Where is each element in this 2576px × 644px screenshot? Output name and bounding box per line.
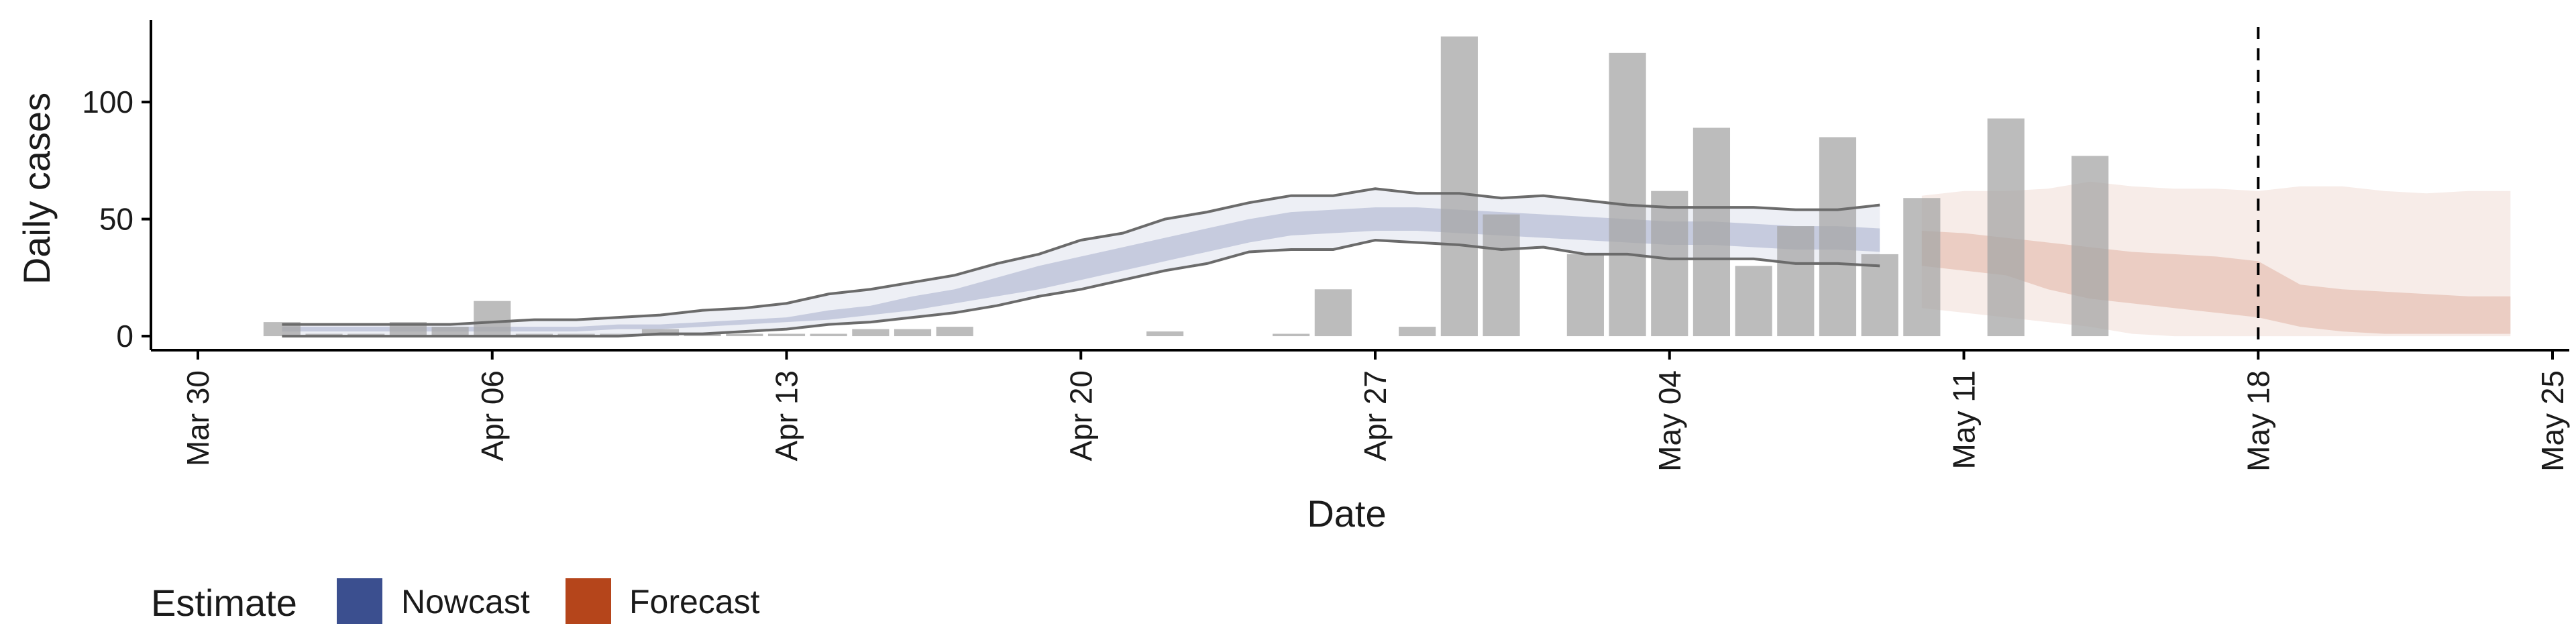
forecast-inner-band: [1921, 231, 2511, 334]
legend-title: Estimate: [151, 582, 297, 624]
case-bar: [1146, 331, 1184, 337]
case-bar: [894, 329, 932, 337]
x-tick-label: May 18: [2241, 370, 2275, 472]
case-bar: [1273, 333, 1310, 337]
nowcast-lower-line: [282, 238, 1880, 338]
case-bar: [810, 333, 847, 337]
case-bar: [767, 333, 806, 337]
nowcast-inner-band: [282, 207, 1880, 332]
axes: [150, 20, 2569, 352]
x-tick-label: Apr 13: [769, 370, 804, 462]
case-bar: [1483, 214, 1520, 337]
case-bar: [1987, 118, 2025, 337]
case-bar: [1693, 127, 1731, 337]
x-tick-label: Apr 20: [1063, 370, 1098, 462]
y-tick-label: 100: [82, 85, 133, 119]
case-bar: [1314, 289, 1352, 337]
case-bar: [1651, 191, 1688, 337]
x-tick-label: May 11: [1947, 370, 1982, 469]
y-tick-label: 50: [99, 202, 133, 237]
case-bar: [2071, 156, 2109, 337]
legend-swatch-nowcast: [337, 578, 382, 624]
case-bar: [936, 327, 973, 337]
nowcast-outer-band: [282, 189, 1880, 337]
x-axis-ticks: Mar 30 Apr 06 Apr 13 Apr 20 Apr 27 May 04 May …: [180, 350, 2570, 472]
x-axis-title: Date: [1307, 492, 1386, 535]
x-tick-label: Mar 30: [180, 370, 215, 466]
case-bar: [474, 301, 511, 337]
case-bar: [1735, 266, 1772, 337]
case-bar: [1566, 254, 1604, 337]
y-axis-title: Daily cases: [15, 93, 58, 284]
case-bar: [726, 333, 763, 337]
x-tick-label: Apr 27: [1358, 370, 1393, 462]
legend-label-nowcast: Nowcast: [401, 583, 530, 621]
y-axis-ticks: 0 50 100: [82, 85, 151, 354]
x-tick-label: May 25: [2535, 370, 2570, 472]
case-bar: [1609, 52, 1646, 337]
case-bar: [1903, 198, 1941, 337]
case-bar: [1861, 254, 1898, 337]
case-bar: [852, 329, 890, 337]
nowcast-upper-line: [282, 187, 1880, 326]
forecast-outer-band: [1921, 181, 2511, 337]
case-bar: [1777, 226, 1815, 337]
uncertainty-bands: [282, 181, 2511, 337]
x-tick-label: May 04: [1652, 370, 1687, 472]
legend-label-forecast: Forecast: [629, 583, 760, 621]
y-tick-label: 0: [116, 319, 133, 354]
case-bar: [1440, 36, 1478, 337]
legend-swatch-forecast: [566, 578, 611, 624]
case-bar: [431, 327, 469, 337]
case-bar: [1399, 327, 1436, 337]
reported-case-bars: [263, 36, 2109, 337]
legend: Estimate Nowcast Forecast: [151, 578, 760, 624]
band-outline-lines: [282, 187, 1880, 338]
case-bar: [1819, 137, 1857, 337]
x-tick-label: Apr 06: [475, 370, 510, 462]
